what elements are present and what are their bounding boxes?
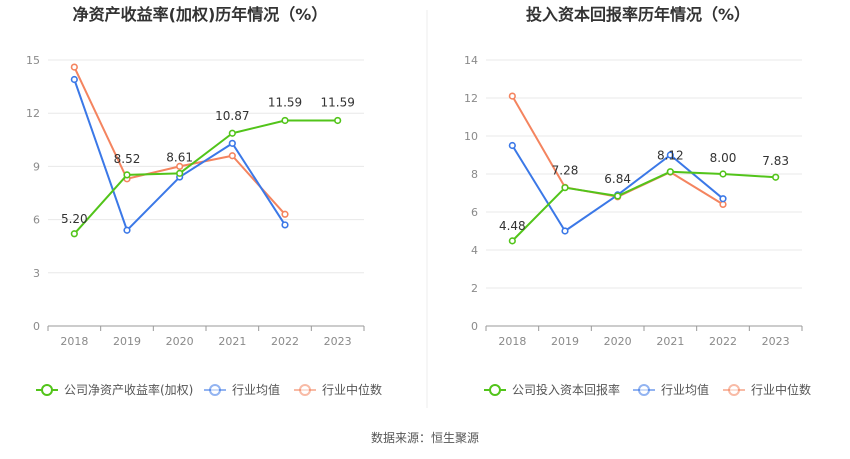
data-label: 4.48 [499,219,526,233]
data-point[interactable] [508,141,516,150]
data-label: 6.84 [604,172,631,186]
data-point[interactable] [228,139,236,147]
data-label: 8.52 [114,152,141,166]
data-label: 5.20 [61,212,88,226]
legend-swatch-marker [638,384,650,396]
series-line [73,66,286,215]
y-tick-label: 15 [26,54,40,67]
x-tick-label: 2023 [762,335,790,348]
data-point[interactable] [228,152,236,160]
legend-label: 行业均值 [232,382,280,397]
data-point[interactable] [281,210,289,218]
x-tick-label: 2021 [656,335,684,348]
legend-swatch-marker [728,384,740,396]
x-tick-label: 2019 [551,335,579,348]
data-label: 7.28 [552,164,579,178]
series-line [511,144,724,232]
legend-label: 行业均值 [661,382,709,397]
data-label: 8.12 [657,149,684,163]
y-tick-label: 4 [471,244,478,257]
roe-chart: 净资产收益率(加权)历年情况（%） 0 3 6 9 12 15 2018 2019 2020 202… [26,5,382,397]
data-point[interactable] [508,237,516,245]
legend-swatch-marker [41,384,53,396]
data-point[interactable] [719,195,727,203]
legend-label: 公司投入资本回报率 [512,382,620,397]
data-label: 8.61 [166,150,193,164]
y-tick-label: 14 [464,54,478,67]
data-point[interactable] [123,171,131,179]
data-label: 8.00 [710,151,737,165]
legend-item[interactable]: 行业中位数 [294,382,382,397]
y-tick-label: 9 [33,160,40,173]
data-point[interactable] [281,221,289,229]
x-tick-label: 2021 [218,335,246,348]
series-line [511,170,776,242]
legend-swatch-marker [489,384,501,396]
y-tick-label: 12 [26,107,40,120]
y-tick-label: 8 [471,168,478,181]
data-point[interactable] [70,75,78,84]
data-label: 7.83 [762,154,789,168]
data-point[interactable] [70,63,78,71]
data-point[interactable] [70,230,78,238]
y-tick-label: 6 [471,206,478,219]
legend-item[interactable]: 公司投入资本回报率 [484,382,620,397]
legend-item[interactable]: 公司净资产收益率(加权) [36,382,193,397]
data-point[interactable] [666,151,674,159]
y-tick-label: 0 [471,320,478,333]
x-tick-label: 2022 [709,335,737,348]
source-text: 数据来源：恒生聚源 [371,430,479,445]
y-tick-label: 6 [33,214,40,227]
data-point[interactable] [281,116,289,125]
legend-label: 行业中位数 [322,382,382,397]
legend-swatch-marker [299,384,311,396]
series-line [511,95,724,206]
legend-item[interactable]: 行业均值 [633,382,709,397]
roic-chart: 投入资本回报率历年情况（%） 0 2 4 6 8 10 12 14 2018 2019 2020 202… [464,5,811,397]
chart-title: 投入资本回报率历年情况（%） [526,5,750,24]
data-point[interactable] [334,116,342,125]
legend-item[interactable]: 行业中位数 [723,382,811,397]
legend-label: 公司净资产收益率(加权) [64,382,193,397]
legend-label: 行业中位数 [751,382,811,397]
data-point[interactable] [772,173,780,181]
x-tick-label: 2020 [604,335,632,348]
data-point[interactable] [719,200,727,208]
x-tick-label: 2022 [271,335,299,348]
y-tick-label: 2 [471,282,478,295]
data-point[interactable] [561,184,569,192]
x-tick-label: 2018 [498,335,526,348]
data-point[interactable] [561,227,569,235]
y-tick-label: 12 [464,92,478,105]
x-tick-label: 2020 [166,335,194,348]
data-label: 11.59 [268,95,302,109]
y-tick-label: 3 [33,267,40,280]
data-point[interactable] [228,129,236,137]
data-point[interactable] [719,170,727,178]
series-line [73,119,338,235]
data-point[interactable] [123,226,131,234]
data-label: 11.59 [320,95,354,109]
x-tick-label: 2018 [60,335,88,348]
chart-title: 净资产收益率(加权)历年情况（%） [73,5,328,24]
y-tick-label: 0 [33,320,40,333]
x-tick-label: 2019 [113,335,141,348]
legend-swatch-marker [209,384,221,396]
data-point[interactable] [614,192,622,200]
y-tick-label: 10 [464,130,478,143]
data-point[interactable] [176,162,184,170]
data-point[interactable] [508,92,516,100]
x-tick-label: 2023 [324,335,352,348]
data-label: 10.87 [215,109,249,123]
data-point[interactable] [176,169,184,177]
legend-item[interactable]: 行业均值 [204,382,280,397]
data-point[interactable] [666,168,674,176]
